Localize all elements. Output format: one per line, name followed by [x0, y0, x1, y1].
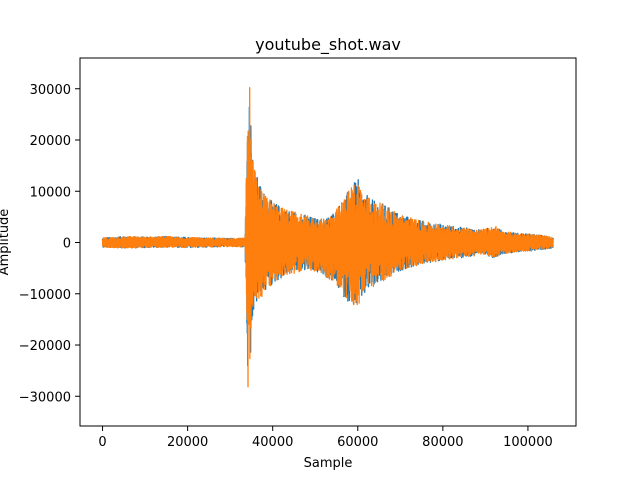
x-tick-label: 60000 [337, 435, 378, 450]
y-tick-label: −30000 [19, 390, 71, 405]
y-tick-label: 30000 [30, 83, 71, 98]
y-tick-label: 0 [63, 237, 71, 252]
x-axis: 0 20000 40000 60000 80000 100000 [98, 426, 553, 450]
x-tick-label: 20000 [167, 435, 208, 450]
plot-area [101, 86, 554, 388]
waveform-line-2 [101, 86, 554, 388]
chart-title: youtube_shot.wav [255, 35, 401, 55]
y-tick-label: 10000 [30, 185, 71, 200]
axes-frame [79, 57, 577, 427]
y-axis: −30000 −20000 −10000 0 10000 20000 30000 [19, 83, 80, 405]
y-tick-label: 20000 [30, 134, 71, 149]
x-tick-label: 0 [98, 435, 106, 450]
x-tick-label: 100000 [503, 435, 553, 450]
y-tick-label: −10000 [19, 288, 71, 303]
y-tick-label: −20000 [19, 339, 71, 354]
x-tick-label: 40000 [252, 435, 293, 450]
x-tick-label: 80000 [422, 435, 463, 450]
y-axis-label: Amplitude [0, 209, 12, 276]
x-axis-label: Sample [304, 456, 353, 471]
